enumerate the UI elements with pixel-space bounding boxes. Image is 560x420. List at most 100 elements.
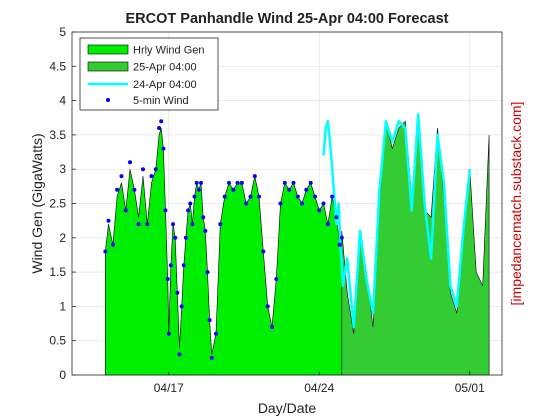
series-five-min-point bbox=[222, 194, 227, 199]
series-five-min-point bbox=[313, 194, 317, 199]
series-five-min-point bbox=[179, 304, 184, 309]
series-five-min-point bbox=[199, 180, 203, 185]
series-five-min-point bbox=[171, 222, 175, 227]
legend-label-five-min: 5-min Wind bbox=[133, 95, 189, 107]
series-five-min-point bbox=[183, 235, 188, 240]
series-five-min-point bbox=[248, 194, 253, 199]
series-five-min-point bbox=[136, 222, 141, 227]
y-tick-label: 0 bbox=[59, 368, 66, 382]
series-five-min-point bbox=[203, 228, 208, 233]
series-five-min-point bbox=[231, 187, 236, 192]
legend-label-prev-forecast: 24-Apr 04:00 bbox=[133, 79, 197, 91]
series-five-min-point bbox=[132, 187, 137, 192]
series-five-min-point bbox=[205, 270, 210, 275]
series-five-min-point bbox=[166, 331, 171, 336]
series-five-min-point bbox=[106, 218, 111, 223]
series-five-min-point bbox=[190, 222, 195, 227]
y-tick-label: 0.5 bbox=[49, 334, 66, 348]
series-five-min-point bbox=[201, 215, 206, 220]
series-layer bbox=[103, 113, 490, 376]
series-five-min-point bbox=[337, 242, 342, 247]
series-five-min-point bbox=[163, 208, 168, 213]
x-tick-label: 04/24 bbox=[304, 381, 334, 395]
series-five-min-point bbox=[265, 304, 270, 309]
series-five-min-point bbox=[235, 180, 240, 185]
series-five-min-point bbox=[291, 180, 296, 185]
series-five-min-point bbox=[282, 180, 287, 185]
legend: Hrly Wind Gen 25-Apr 04:00 24-Apr 04:00 … bbox=[79, 37, 219, 111]
series-five-min-point bbox=[270, 325, 274, 329]
series-five-min-point bbox=[207, 318, 212, 323]
series-five-min-point bbox=[295, 194, 300, 199]
y-tick-label: 2.5 bbox=[49, 197, 66, 211]
series-five-min-point bbox=[339, 235, 344, 240]
series-five-min-point bbox=[188, 201, 193, 206]
series-five-min-point bbox=[209, 355, 214, 360]
series-five-min-point bbox=[159, 119, 164, 124]
series-five-min-point bbox=[115, 187, 120, 192]
y-tick-label: 5 bbox=[59, 25, 66, 39]
series-five-min-point bbox=[149, 174, 154, 179]
series-five-min-point bbox=[214, 331, 218, 336]
series-five-min-point bbox=[141, 167, 145, 172]
series-prev-forecast-line bbox=[322, 113, 472, 329]
series-five-min-point bbox=[317, 208, 322, 213]
series-five-min-point bbox=[145, 222, 150, 227]
series-five-min-point bbox=[161, 146, 166, 151]
series-five-min-point bbox=[334, 215, 339, 220]
x-axis-label: Day/Date bbox=[258, 400, 317, 416]
legend-swatch-forecast bbox=[87, 61, 129, 72]
series-five-min-point bbox=[157, 126, 162, 130]
series-five-min-point bbox=[181, 263, 186, 268]
series-five-min-point bbox=[153, 167, 158, 172]
y-tick-label: 3.5 bbox=[49, 128, 66, 142]
axis-ticks: 0 0.5 1 1.5 2 2.5 3 3.5 4 4.5 5 04/17 04/24 05/01 bbox=[49, 25, 485, 395]
credit-label: [impedancematch.substack.com] bbox=[508, 102, 524, 306]
series-five-min-point bbox=[287, 187, 292, 192]
y-tick-label: 2 bbox=[59, 231, 66, 245]
series-five-min-point bbox=[110, 242, 115, 247]
series-five-min-point bbox=[257, 194, 261, 199]
series-five-min-point bbox=[239, 180, 244, 185]
series-five-min-point bbox=[194, 180, 199, 185]
series-five-min-point bbox=[252, 174, 257, 179]
legend-swatch-hourly bbox=[87, 44, 129, 55]
series-five-min-point bbox=[165, 277, 170, 281]
series-five-min-point bbox=[192, 194, 197, 199]
series-five-min-point bbox=[123, 208, 128, 213]
y-tick-label: 4.5 bbox=[49, 59, 66, 73]
series-five-min-point bbox=[227, 180, 231, 185]
series-five-min-point bbox=[244, 201, 249, 206]
series-five-min-point bbox=[321, 201, 326, 206]
series-five-min-point bbox=[103, 249, 108, 254]
series-five-min-point bbox=[278, 201, 283, 206]
series-five-min-point bbox=[300, 201, 304, 206]
y-tick-label: 3 bbox=[59, 162, 66, 176]
legend-label-forecast: 25-Apr 04:00 bbox=[133, 62, 197, 74]
series-five-min-point bbox=[128, 160, 132, 165]
y-tick-label: 1 bbox=[59, 299, 66, 313]
x-tick-label: 05/01 bbox=[455, 381, 485, 395]
series-five-min-point bbox=[218, 222, 223, 227]
series-five-min-point bbox=[261, 249, 266, 254]
x-tick-label: 04/17 bbox=[154, 381, 184, 395]
series-five-min-point bbox=[175, 290, 180, 295]
y-tick-label: 1.5 bbox=[49, 265, 66, 279]
y-axis-label: Wind Gen (GigaWatts) bbox=[29, 133, 45, 273]
series-five-min-point bbox=[304, 187, 309, 192]
series-five-min-point bbox=[186, 208, 191, 213]
series-five-min-point bbox=[330, 194, 335, 199]
legend-swatch-five-min bbox=[106, 98, 110, 102]
series-five-min-point bbox=[274, 277, 279, 281]
series-five-min-point bbox=[168, 263, 173, 268]
series-five-min-point bbox=[196, 187, 201, 192]
series-five-min-point bbox=[325, 222, 330, 227]
chart-title: ERCOT Panhandle Wind 25-Apr 04:00 Foreca… bbox=[126, 11, 449, 27]
y-tick-label: 4 bbox=[59, 94, 66, 108]
legend-label-hourly: Hrly Wind Gen bbox=[133, 45, 205, 57]
series-five-min-point bbox=[173, 235, 178, 240]
series-five-min-point bbox=[308, 180, 313, 185]
series-five-min-point bbox=[119, 174, 124, 179]
